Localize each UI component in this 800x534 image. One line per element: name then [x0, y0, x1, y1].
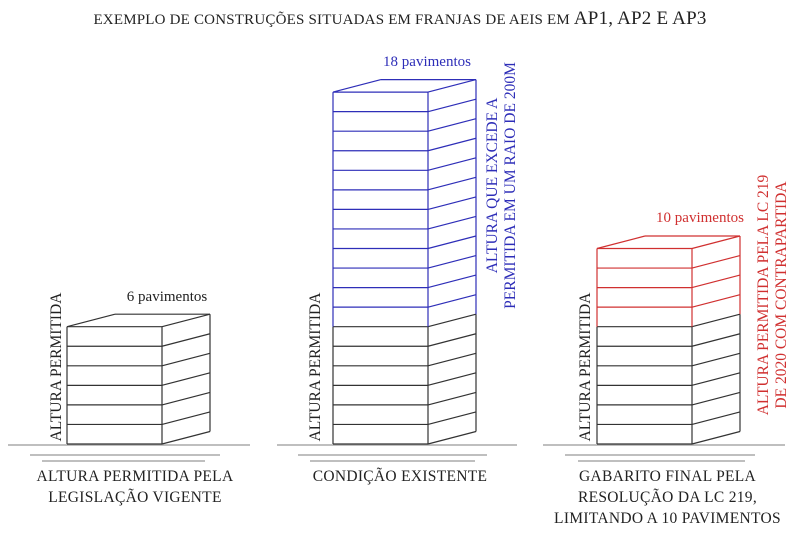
permitted-height-label-right: ALTURA PERMITIDA: [577, 292, 594, 442]
floors-label-left: 6 pavimentos: [126, 289, 208, 305]
building-legislacao-vigente: [66, 313, 211, 445]
permitted-height-label-middle: ALTURA PERMITIDA: [307, 292, 324, 442]
building-gabarito-final: [596, 235, 741, 445]
caption-middle: CONDIÇÃO EXISTENTE: [312, 468, 488, 485]
permitted-height-label-left: ALTURA PERMITIDA: [48, 292, 65, 442]
caption-right: GABARITO FINAL PELA RESOLUÇÃO DA LC 219,…: [554, 468, 781, 527]
ground-lines: [8, 444, 785, 462]
excess-height-label-middle: ALTURA QUE EXCEDE A PERMITIDA EM UM RAIO…: [484, 53, 520, 318]
lc219-height-label-right: ALTURA PERMITIDA PELA LC 219 DE 2020 COM…: [755, 160, 791, 430]
building-condicao-existente: [332, 78, 477, 445]
diagram-title: EXEMPLO DE CONSTRUÇÕES SITUADAS EM FRANJ…: [0, 8, 800, 30]
floors-label-middle: 18 pavimentos: [383, 54, 471, 70]
title-main: EXEMPLO DE CONSTRUÇÕES SITUADAS EM FRANJ…: [93, 12, 570, 28]
caption-left: ALTURA PERMITIDA PELA LEGISLAÇÃO VIGENTE: [36, 468, 234, 506]
floors-label-right: 10 pavimentos: [656, 210, 744, 226]
excess-line-2: PERMITIDA EM UM RAIO DE 200M: [502, 62, 519, 309]
title-areas: AP1, AP2 E AP3: [573, 8, 707, 29]
lc219-line-2: DE 2020 COM CONTRAPARTIDA: [773, 181, 790, 409]
excess-line-1: ALTURA QUE EXCEDE A: [484, 97, 501, 274]
lc219-line-1: ALTURA PERMITIDA PELA LC 219: [755, 174, 772, 416]
